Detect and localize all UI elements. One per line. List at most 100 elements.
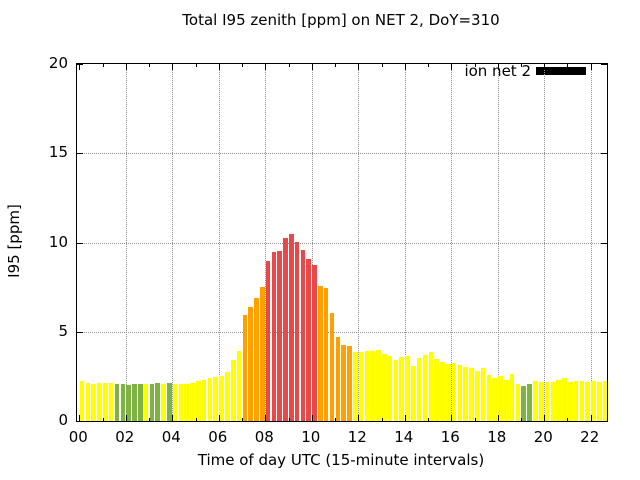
x-minor-tick-mirror [335,64,337,67]
y-tick-label: 15 [48,143,68,162]
y-tick [77,421,83,422]
x-minor-tick [335,418,337,421]
bar [399,356,405,421]
bar [515,383,521,421]
x-tick-mirror [590,64,592,70]
x-tick [218,415,220,421]
x-tick [451,415,453,421]
x-minor-tick [242,418,244,421]
plot-area: ion net 2 [76,63,608,422]
bar [457,364,463,421]
x-tick-label: 04 [161,428,181,446]
x-tick-label: 18 [487,428,507,446]
bar [91,383,97,421]
x-tick [172,415,174,421]
bar [294,241,300,421]
bar [352,352,358,421]
x-tick [544,415,546,421]
bar [422,354,428,421]
y-gridline [77,153,607,155]
x-tick [404,415,406,421]
bar [108,382,114,421]
bar [329,313,335,421]
bar [184,383,190,421]
bar [323,288,329,421]
bar [318,286,323,421]
x-tick-mirror [497,64,499,70]
bar [486,375,492,421]
bar [161,383,166,421]
x-minor-tick-mirror [381,64,383,67]
bar [300,249,306,421]
bar [405,355,410,421]
x-tick-label: 06 [208,428,228,446]
bar [335,337,341,421]
x-minor-tick-mirror [149,64,151,67]
x-tick [590,415,592,421]
y-tick [77,64,83,65]
x-tick-label: 20 [533,428,553,446]
y-tick [77,242,83,244]
x-tick-label: 22 [580,428,600,446]
bar [201,379,207,421]
y-gridline [77,331,607,333]
bar [550,381,556,421]
x-minor-tick [428,418,429,421]
x-minor-tick-mirror [474,64,476,67]
x-tick-mirror [265,64,267,70]
chart-title: Total I95 zenith [ppm] on NET 2, DoY=310 [182,11,500,29]
bar [277,250,282,421]
bar [312,264,317,421]
x-tick [358,415,360,421]
bar [341,345,346,421]
bar [504,379,509,421]
bar [265,261,271,421]
bar [126,385,131,421]
legend-swatch [536,67,586,75]
bar [434,358,439,421]
bar [411,365,416,421]
bar [347,346,352,421]
y-tick-label: 10 [48,232,68,251]
bar [469,368,474,421]
bar [271,252,277,421]
bar [492,378,498,421]
bar [538,381,544,421]
bar [259,287,265,421]
bar [242,314,248,421]
x-tick-label: 10 [301,428,321,446]
bar [585,381,590,421]
x-minor-tick-mirror [567,64,569,67]
y-tick-mirror [601,331,607,333]
bar [370,351,375,421]
bar [137,383,143,421]
bar [289,233,294,421]
x-tick-label: 12 [347,428,367,446]
y-tick-mirror [601,64,607,65]
x-tick-mirror [125,64,127,70]
bar [172,384,178,421]
bar [573,380,579,421]
bar [428,352,434,421]
bar [591,380,596,421]
bar [527,384,532,421]
x-tick-mirror [218,64,220,70]
bar [562,378,567,421]
bar [213,377,219,421]
x-tick-label: 02 [115,428,135,446]
x-minor-tick [195,418,197,421]
bar [190,382,195,421]
bar [283,238,288,421]
bar [132,384,137,421]
x-minor-tick [381,418,383,421]
x-minor-tick [102,418,104,421]
bar [393,360,399,421]
x-tick [265,415,267,421]
bar [236,350,242,421]
bar [166,382,172,421]
bar [230,360,236,421]
bar [85,382,91,421]
x-minor-tick [567,418,569,421]
bar [207,378,213,421]
